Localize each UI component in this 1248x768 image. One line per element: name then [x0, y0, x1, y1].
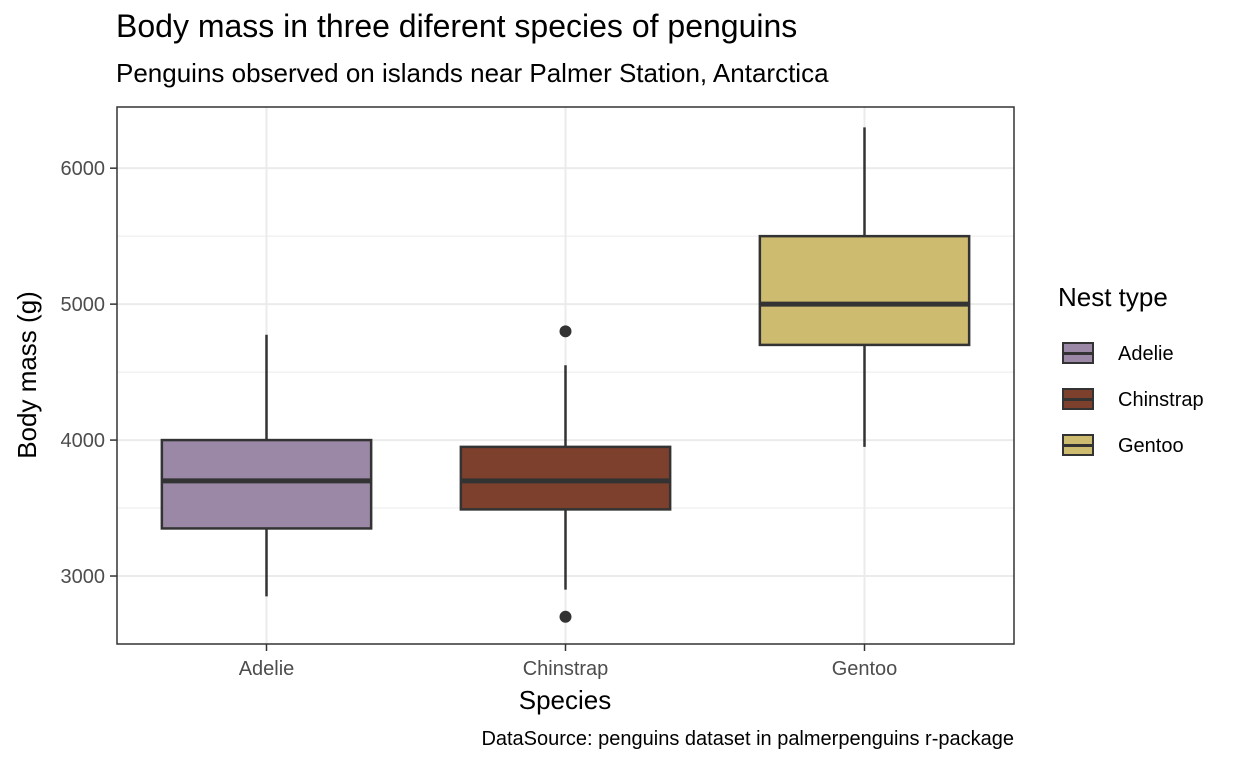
outlier-point	[559, 610, 572, 623]
chart-subtitle: Penguins observed on islands near Palmer…	[116, 58, 829, 88]
legend-key-median	[1062, 352, 1094, 355]
legend-key-median	[1062, 398, 1094, 401]
legend-label: Gentoo	[1118, 434, 1184, 457]
box-gentoo	[758, 127, 971, 447]
legend: Nest type Adelie Chinstrap Gentoo	[1058, 282, 1204, 469]
legend-item-adelie: Adelie	[1058, 331, 1204, 377]
x-tick-label: Gentoo	[832, 658, 898, 680]
x-axis-label: Species	[519, 685, 612, 715]
iqr-box	[160, 438, 373, 530]
outlier-point	[559, 325, 572, 338]
legend-item-chinstrap: Chinstrap	[1058, 377, 1204, 423]
boxes	[160, 127, 971, 623]
chart-title: Body mass in three diferent species of p…	[116, 8, 798, 44]
chart-caption: DataSource: penguins dataset in palmerpe…	[481, 728, 1014, 750]
box-chinstrap	[459, 325, 672, 623]
x-tick-label: Adelie	[239, 658, 295, 680]
y-tick-label: 3000	[61, 566, 106, 588]
legend-key	[1062, 335, 1098, 373]
legend-item-gentoo: Gentoo	[1058, 423, 1204, 469]
x-tick-label: Chinstrap	[523, 658, 609, 680]
y-tick-label: 4000	[61, 430, 106, 452]
iqr-box	[459, 445, 672, 511]
y-axis-label: Body mass (g)	[12, 291, 42, 459]
y-tick-label: 5000	[61, 294, 106, 316]
y-tick-label: 6000	[61, 158, 106, 180]
legend-label: Adelie	[1118, 342, 1174, 365]
iqr-box	[758, 234, 971, 347]
legend-label: Chinstrap	[1118, 388, 1204, 411]
x-axis: Adelie Chinstrap Gentoo	[239, 644, 898, 680]
legend-key	[1062, 381, 1098, 419]
legend-title: Nest type	[1058, 282, 1168, 312]
legend-key	[1062, 427, 1098, 465]
box-adelie	[160, 334, 373, 597]
legend-key-median	[1062, 444, 1094, 447]
y-axis: 3000 4000 5000 6000	[61, 158, 117, 588]
